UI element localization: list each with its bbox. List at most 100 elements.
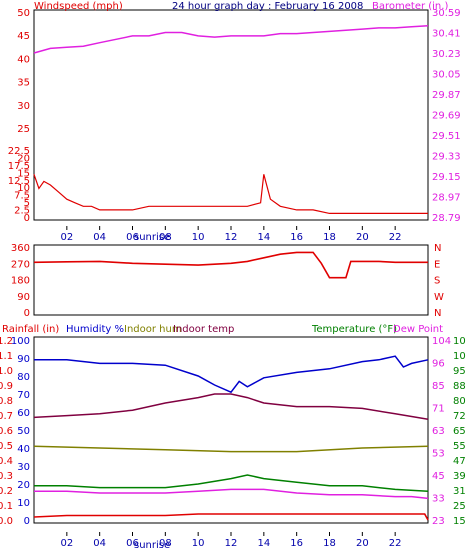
hum-tick-7: 70 xyxy=(17,390,30,401)
compass-tick-0: N xyxy=(434,308,441,319)
temperature-ticks: 15 25 31 39 47 55 65 72 80 88 95 105 104 xyxy=(453,336,466,527)
rain-tick-11: 1.1 xyxy=(0,351,13,362)
panel-wind-x-ticks: 02 04 06 08 10 12 14 16 18 20 22 xyxy=(60,226,402,243)
p3-xtick-label-4: 10 xyxy=(192,538,205,549)
temp-tick-b-4: 63 xyxy=(432,426,445,437)
temp-tick-6: 65 xyxy=(453,426,466,437)
temp-tick-11: 105 xyxy=(453,351,466,362)
p3-xtick-label-2: 06 xyxy=(126,538,139,549)
rain-tick-1: 0.1 xyxy=(0,501,13,512)
wind-tick-upper-2: 35 xyxy=(17,78,30,89)
hum-tick-0: 0 xyxy=(24,516,30,527)
barometer-ticks: 28.79 28.97 29.15 29.33 29.51 29.69 29.87 30.05… xyxy=(432,8,461,224)
direction-degree-ticks: 0 90 180 270 360 xyxy=(11,243,30,319)
hum-tick-3: 30 xyxy=(17,462,30,473)
indoor-temp-legend-label: Indoor temp xyxy=(173,324,234,335)
indoor-temp-line xyxy=(33,393,429,420)
direction-line xyxy=(33,251,428,279)
p1-xtick-label-2: 06 xyxy=(126,232,139,243)
deg-tick-4: 360 xyxy=(11,243,30,254)
hum-tick-9: 90 xyxy=(17,354,30,365)
baro-tick-1: 28.97 xyxy=(432,193,461,204)
p3-xtick-label-9: 20 xyxy=(356,538,369,549)
p3-xtick-label-10: 22 xyxy=(389,538,402,549)
baro-tick-8: 30.23 xyxy=(432,49,461,60)
baro-tick-3: 29.33 xyxy=(432,152,461,163)
temp-tick-0: 15 xyxy=(453,516,466,527)
p3-xtick-label-7: 16 xyxy=(290,538,303,549)
p1-xtick-label-1: 04 xyxy=(93,232,106,243)
compass-tick-4: N xyxy=(434,243,441,254)
temp-tick-4: 47 xyxy=(453,456,466,467)
wind-tick-6: 15 xyxy=(17,168,30,179)
deg-tick-2: 180 xyxy=(11,276,30,287)
chart-title: 24 hour graph day : February 16 2008 xyxy=(172,1,363,12)
baro-tick-2: 29.15 xyxy=(432,172,461,183)
rain-tick-7: 0.7 xyxy=(0,411,13,422)
temp-tick-b-5: 71 xyxy=(432,404,445,415)
wind-tick-3: 7.5 xyxy=(14,191,30,202)
panel-wind: Windspeed (mph) 24 hour graph day : Febr… xyxy=(8,1,461,243)
rainfall-line xyxy=(33,513,429,521)
hum-tick-4: 40 xyxy=(17,444,30,455)
temperature-line xyxy=(34,474,429,492)
hum-tick-6: 60 xyxy=(17,408,30,419)
deg-tick-1: 90 xyxy=(17,292,30,303)
p1-xtick-label-0: 02 xyxy=(60,232,73,243)
temp-tick-8: 80 xyxy=(453,396,466,407)
wind-series xyxy=(33,24,429,214)
rain-tick-8: 0.8 xyxy=(0,396,13,407)
rain-ticks: 0.0 0.1 0.2 0.3 0.4 0.5 0.6 0.7 0.8 0.9 1.0 1.1 1.2 xyxy=(0,336,13,527)
wind-tick-1: 2.5 xyxy=(14,206,30,217)
p1-xtick-label-8: 18 xyxy=(323,232,336,243)
rainfall-axis-label: Rainfall (in) xyxy=(2,324,59,335)
dew-point-legend-label: Dew Point xyxy=(393,324,443,335)
humidity-ticks: 0 10 20 30 40 50 60 70 80 90 100 xyxy=(11,336,30,527)
p1-xtick-label-5: 12 xyxy=(225,232,238,243)
temp-tick-3: 39 xyxy=(453,471,466,482)
temp-tick-b-0: 23 xyxy=(432,516,445,527)
deg-tick-3: 270 xyxy=(11,259,30,270)
p3-xtick-label-1: 04 xyxy=(93,538,106,549)
wind-tick-4: 10 xyxy=(17,183,30,194)
wind-tick-2: 5 xyxy=(24,198,30,209)
panel-temperature: Rainfall (in) Humidity % Indoor hum Indo… xyxy=(0,324,466,551)
baro-tick-0: 28.79 xyxy=(432,213,461,224)
barometer-line xyxy=(33,24,429,54)
temp-tick-b-3: 53 xyxy=(432,449,445,460)
indoor-hum-line xyxy=(33,445,429,453)
direction-series xyxy=(33,251,428,279)
humidity-legend-label: Humidity % xyxy=(66,324,124,335)
hum-tick-1: 10 xyxy=(17,498,30,509)
wind-tick-9: 22.5 xyxy=(8,146,30,157)
panel-temperature-frame xyxy=(33,336,429,524)
dew-point-line xyxy=(34,488,429,500)
p1-xtick-label-7: 16 xyxy=(290,232,303,243)
temp-tick-b-6: 85 xyxy=(432,381,445,392)
panel-temperature-x-ticks: 02 04 06 08 10 12 14 16 18 20 22 xyxy=(60,532,402,549)
p1-xtick-label-10: 22 xyxy=(389,232,402,243)
p3-xtick-label-8: 18 xyxy=(323,538,336,549)
baro-tick-5: 29.69 xyxy=(432,111,461,122)
rain-tick-9: 0.9 xyxy=(0,381,13,392)
sunrise-label-bottom: sunrise xyxy=(134,540,170,551)
rain-tick-3: 0.3 xyxy=(0,471,13,482)
wind-tick-8: 20 xyxy=(17,153,30,164)
rain-tick-10: 1.0 xyxy=(0,366,13,377)
p3-xtick-label-0: 02 xyxy=(60,538,73,549)
hum-tick-2: 20 xyxy=(17,480,30,491)
baro-tick-10: 30.59 xyxy=(432,8,461,19)
windspeed-line xyxy=(33,174,428,214)
p1-xtick-label-6: 14 xyxy=(257,232,270,243)
p1-xtick-label-3: 08 xyxy=(159,232,172,243)
temp-tick-7: 72 xyxy=(453,411,466,422)
baro-tick-6: 29.87 xyxy=(432,90,461,101)
hum-tick-5: 50 xyxy=(17,426,30,437)
hum-tick-8: 80 xyxy=(17,372,30,383)
rain-tick-0: 0.0 xyxy=(0,516,13,527)
wind-tick-upper-3: 40 xyxy=(17,54,30,65)
indoor-hum-legend-label: Indoor hum xyxy=(124,324,182,335)
compass-tick-2: S xyxy=(434,276,440,287)
